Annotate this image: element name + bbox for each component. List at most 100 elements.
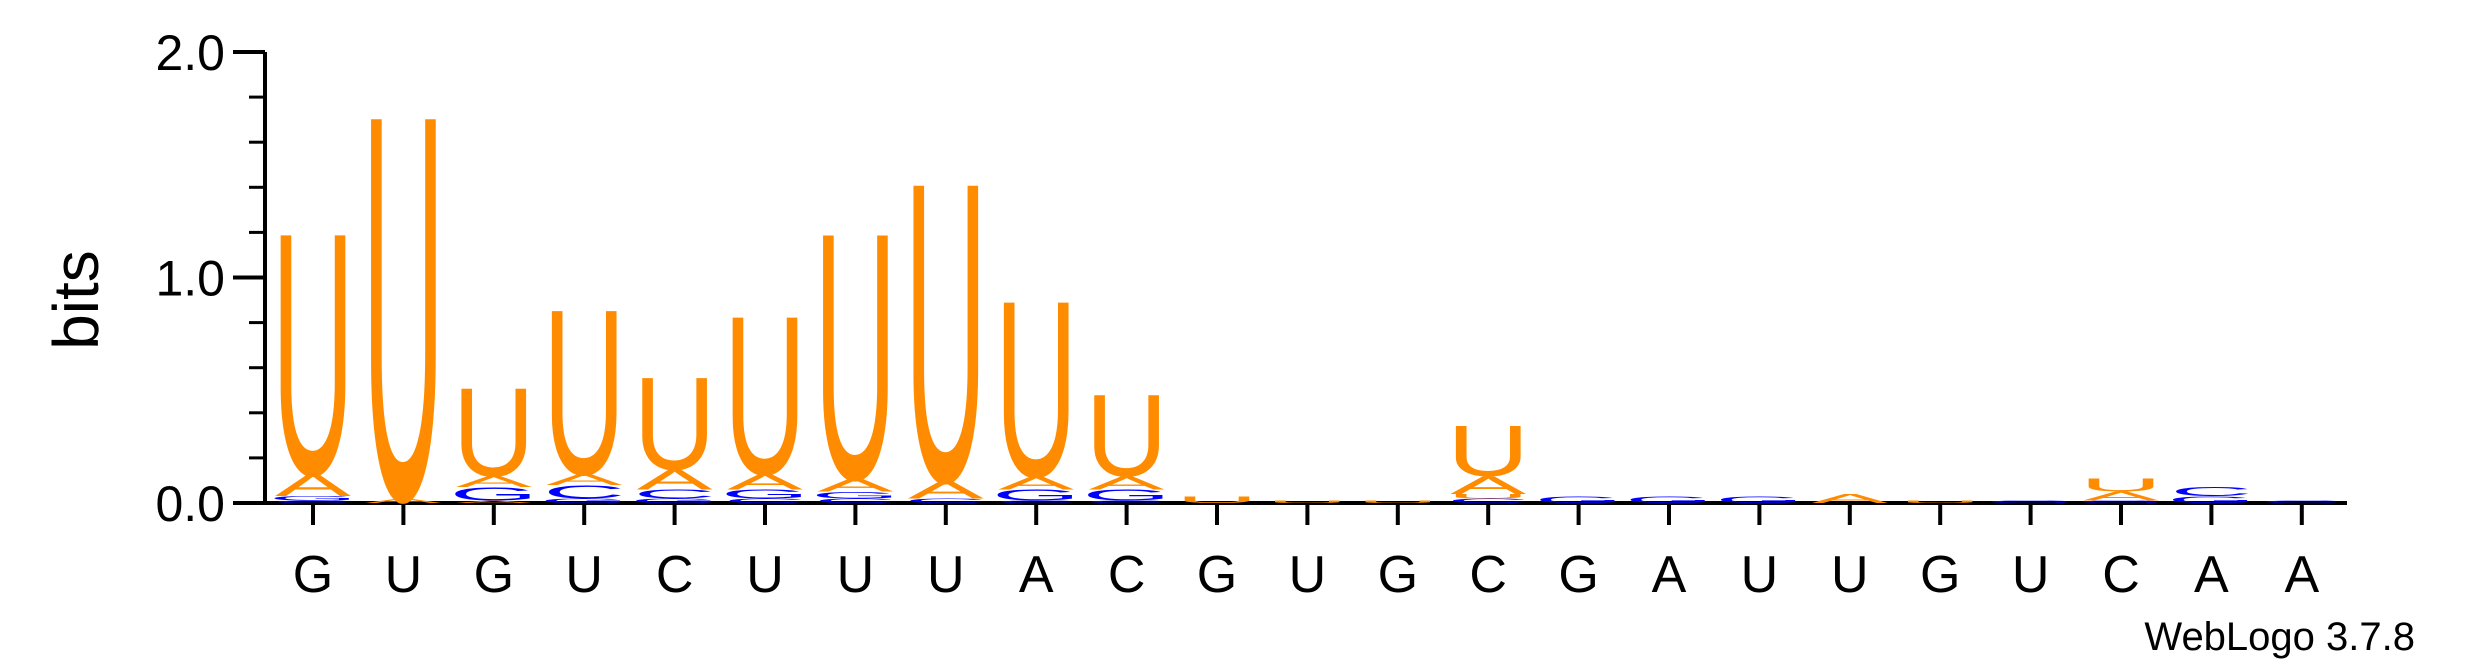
logo-stack: GC bbox=[2167, 485, 2256, 505]
logo-stack: GAU bbox=[2077, 475, 2166, 504]
logo-letter-u: U bbox=[543, 261, 625, 525]
logo-letter-u: U bbox=[724, 270, 806, 523]
logo-letter-g: G bbox=[992, 487, 1081, 505]
logo-letter-a: A bbox=[1089, 473, 1166, 494]
y-tick-label: 2.0 bbox=[155, 25, 225, 81]
logo-letter-c: C bbox=[1085, 500, 1167, 504]
logo-letter-u: U bbox=[814, 159, 896, 553]
x-tick-label: G bbox=[1378, 546, 1418, 604]
logo-letter-g: G bbox=[1625, 495, 1714, 506]
x-tick-label: G bbox=[1197, 546, 1237, 604]
x-tick-label: A bbox=[2284, 546, 2319, 604]
logo-letter-a: A bbox=[456, 473, 533, 491]
x-tick-label: G bbox=[474, 546, 514, 604]
logo-letter-g: G bbox=[1082, 487, 1171, 505]
logo-stack: U bbox=[1176, 495, 1258, 506]
logo-stack: G bbox=[1715, 495, 1804, 506]
logo-letter-u: U bbox=[995, 249, 1077, 530]
x-tick-label: G bbox=[1558, 546, 1598, 604]
logo-letter-g: G bbox=[1715, 495, 1804, 506]
logo-stack: U bbox=[1266, 500, 1348, 504]
logo-stack: C bbox=[2261, 500, 2343, 504]
logo-letter-g: G bbox=[1986, 500, 2075, 504]
logo-letter-g: G bbox=[1534, 495, 1623, 506]
logo-stack: A bbox=[1812, 492, 1888, 506]
logo-letter-g: G bbox=[2167, 495, 2256, 506]
x-tick-label: U bbox=[385, 546, 423, 604]
x-tick-label: U bbox=[2012, 546, 2050, 604]
logo-letter-c: C bbox=[2170, 485, 2252, 499]
y-axis-label: bits bbox=[40, 250, 112, 350]
logo-letter-a: A bbox=[998, 473, 1075, 494]
logo-letter-a: A bbox=[908, 476, 984, 504]
logo-letter-a: A bbox=[637, 464, 714, 496]
logo-letter-u: U bbox=[1447, 411, 1529, 491]
logo-letter-g: G bbox=[450, 484, 539, 505]
logo-letter-a: A bbox=[1812, 492, 1888, 506]
x-tick-label: U bbox=[927, 546, 965, 604]
logo-letter-c: C bbox=[272, 500, 354, 504]
logo-letter-c: C bbox=[2261, 500, 2343, 504]
logo-letter-u: U bbox=[272, 161, 354, 548]
x-tick-label: U bbox=[565, 546, 603, 604]
logo-letter-c: C bbox=[1447, 497, 1529, 504]
x-tick-label: C bbox=[1469, 546, 1507, 604]
logo-letter-g: G bbox=[630, 497, 719, 504]
x-tick-label: A bbox=[2194, 546, 2229, 604]
logo-letter-g: G bbox=[721, 487, 810, 501]
logo-stack: AU bbox=[362, 1, 444, 616]
logo-stack: G bbox=[1986, 500, 2075, 504]
logo-letter-a: A bbox=[365, 497, 441, 504]
weblogo-credit: WebLogo 3.7.8 bbox=[2144, 615, 2415, 659]
logo-letter-a: A bbox=[456, 500, 532, 504]
y-axis: 0.0 1.0 2.0 bbox=[155, 25, 267, 532]
x-tick-label: C bbox=[656, 546, 694, 604]
logo-letter-a: A bbox=[1450, 471, 1526, 499]
logo-letter-u: U bbox=[1357, 500, 1439, 504]
logo-letter-u: U bbox=[1447, 493, 1529, 500]
logo-letter-u: U bbox=[1176, 495, 1258, 506]
x-tick-label: C bbox=[1108, 546, 1146, 604]
x-tick-label: G bbox=[1920, 546, 1960, 604]
logo-letter-c: C bbox=[724, 497, 806, 504]
logo-letter-a: A bbox=[817, 475, 894, 496]
logo-letter-g: G bbox=[811, 490, 900, 501]
logo-letter-u: U bbox=[2080, 475, 2162, 496]
logo-letter-c: C bbox=[633, 487, 715, 501]
y-tick-label: 1.0 bbox=[155, 251, 225, 307]
logo-letter-c: C bbox=[814, 497, 896, 504]
logo-letter-u: U bbox=[1266, 500, 1348, 504]
logo-letter-c: C bbox=[995, 500, 1077, 504]
x-tick-label: G bbox=[293, 546, 333, 604]
logo-stack: CAU bbox=[905, 94, 987, 572]
logo-stack: G bbox=[1625, 495, 1714, 506]
y-tick-label: 0.0 bbox=[155, 476, 225, 532]
logo-stack: G bbox=[1534, 495, 1623, 506]
x-tick-label: U bbox=[837, 546, 875, 604]
x-tick-label: U bbox=[1741, 546, 1779, 604]
x-tick-label: A bbox=[1652, 546, 1687, 604]
logo-letter-g: G bbox=[2077, 500, 2166, 504]
logo-letter-g: G bbox=[540, 497, 629, 504]
x-tick-label: U bbox=[1289, 546, 1327, 604]
logo-letter-u: U bbox=[633, 350, 715, 498]
logo-letter-c: C bbox=[905, 497, 987, 504]
logo-letter-u: U bbox=[453, 363, 535, 504]
logo-stack: U bbox=[1899, 500, 1981, 504]
logo-letter-u: U bbox=[1899, 500, 1981, 504]
logo-letter-g: G bbox=[269, 495, 358, 502]
logo-stack: U bbox=[1357, 500, 1439, 504]
logo-letter-a: A bbox=[2083, 490, 2159, 504]
logo-letter-a: A bbox=[275, 468, 351, 503]
logo-letter-u: U bbox=[1085, 372, 1167, 501]
